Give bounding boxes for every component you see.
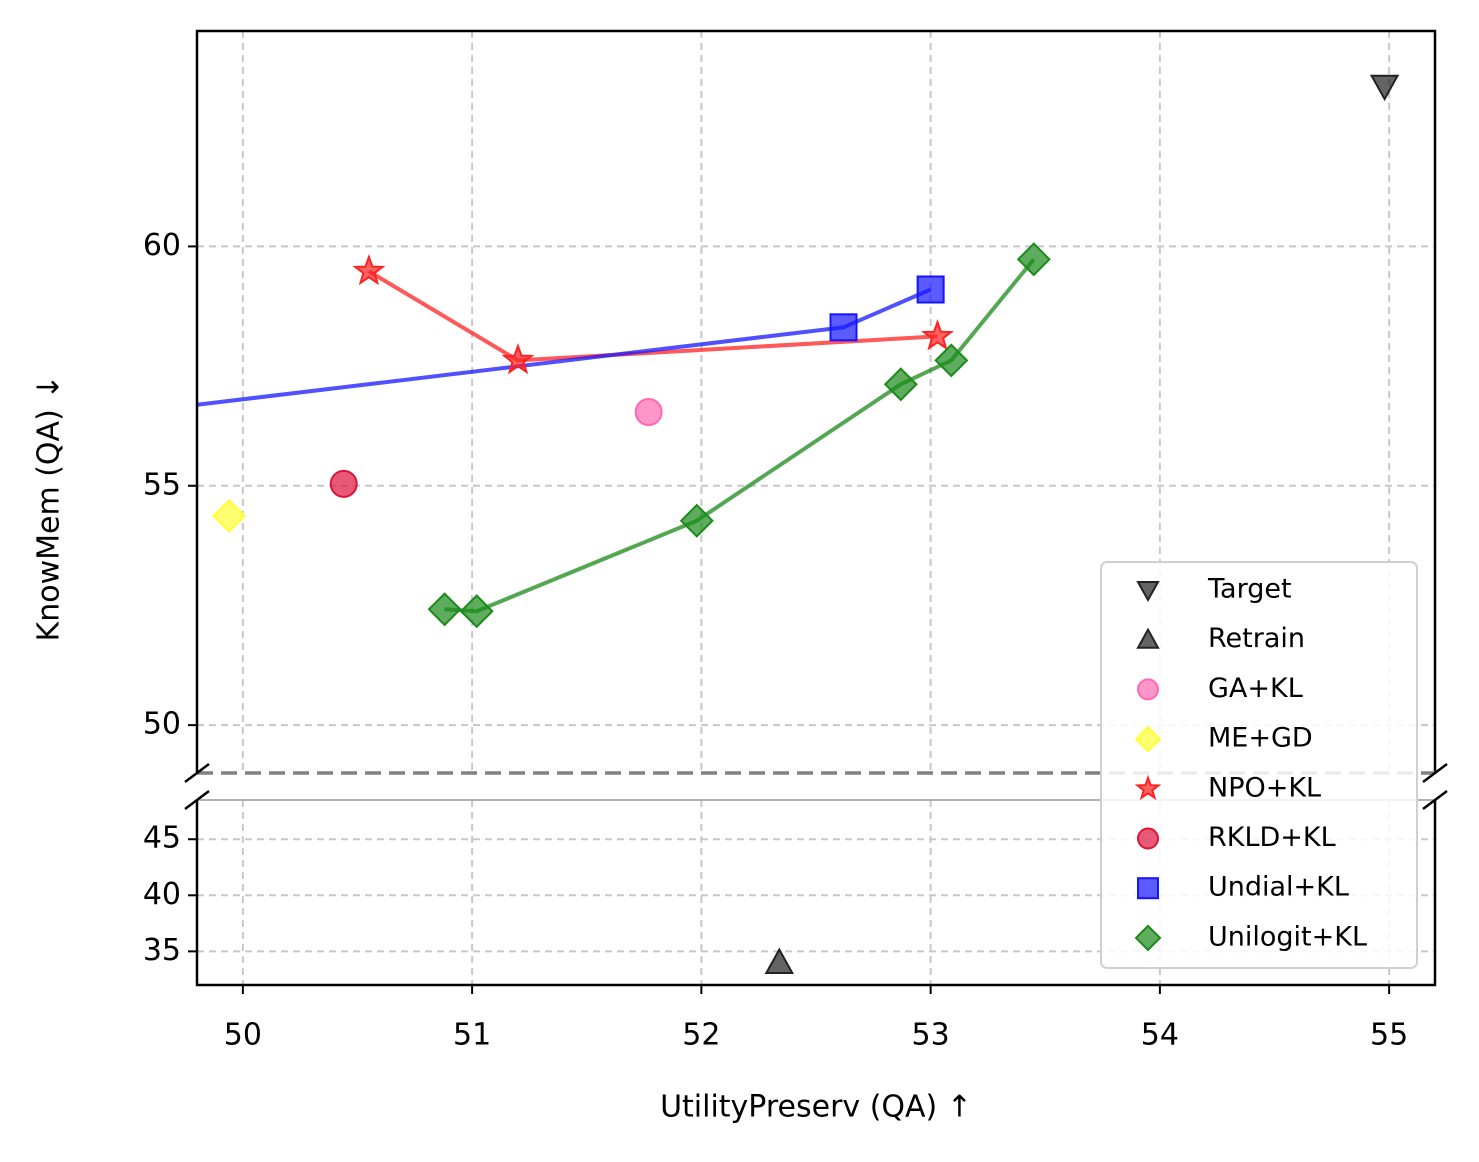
- x-tick-label: 55: [1370, 1018, 1408, 1053]
- point-group: [916, 275, 945, 304]
- point-group: [921, 319, 954, 351]
- x-tick-label: 51: [453, 1018, 491, 1053]
- point-group: [764, 947, 794, 974]
- legend-label: NPO+KL: [1208, 772, 1321, 803]
- legend-label: Undial+KL: [1208, 872, 1349, 903]
- point: [427, 592, 462, 627]
- point-group: [829, 313, 858, 342]
- legend-marker: [1137, 827, 1159, 850]
- series-line: [444, 258, 1036, 614]
- point-group: [212, 498, 247, 533]
- legend-label: GA+KL: [1208, 673, 1303, 704]
- point: [1016, 242, 1051, 277]
- point: [921, 319, 954, 351]
- point: [764, 947, 794, 974]
- break-marks: [184, 763, 1448, 810]
- point: [212, 498, 247, 533]
- point-group: [634, 398, 663, 427]
- x-tick-label: 52: [682, 1018, 720, 1053]
- legend-marker: [1136, 581, 1160, 603]
- legend-marker: [1134, 774, 1162, 801]
- point-group: [934, 343, 969, 378]
- point-group: [329, 469, 358, 498]
- point-group: [352, 254, 386, 286]
- y-tick-label: 40: [143, 877, 181, 912]
- point-group: [1016, 242, 1051, 277]
- y-axis-label: KnowMem (QA) ↓: [32, 375, 67, 642]
- point-group: [1369, 74, 1400, 102]
- frame: [195, 29, 1437, 987]
- y-tick-label: 60: [143, 228, 181, 263]
- point-group: [427, 592, 462, 627]
- legend-box: [1100, 561, 1418, 969]
- x-axis-label: UtilityPreserv (QA) ↑: [660, 1090, 972, 1125]
- point: [501, 343, 535, 375]
- point: [679, 503, 714, 538]
- point: [1369, 74, 1400, 102]
- point: [934, 343, 969, 378]
- legend-marker: [1134, 725, 1162, 753]
- point-group: [501, 343, 535, 375]
- x-tick-label: 53: [912, 1018, 950, 1053]
- legend-label: RKLD+KL: [1208, 822, 1336, 853]
- legend-marker: [1136, 627, 1160, 649]
- point: [329, 469, 358, 498]
- legend-label: Unilogit+KL: [1208, 921, 1367, 952]
- legend-label: ME+GD: [1208, 723, 1313, 754]
- point: [459, 594, 494, 629]
- point-group: [679, 503, 714, 538]
- point: [883, 367, 918, 402]
- point: [829, 313, 858, 342]
- point-group: [883, 367, 918, 402]
- point: [115, 400, 141, 426]
- y-tick-label: 35: [143, 933, 181, 968]
- point-group: [459, 594, 494, 629]
- point: [916, 275, 945, 304]
- point: [634, 398, 663, 427]
- legend-label: Retrain: [1208, 623, 1305, 654]
- legend-label: Target: [1207, 574, 1292, 605]
- legend-marker: [1134, 924, 1162, 952]
- y-tick-label: 55: [143, 467, 181, 502]
- x-tick-label: 50: [224, 1018, 262, 1053]
- y-tick-label: 45: [143, 821, 181, 856]
- legend-marker: [1137, 678, 1159, 701]
- x-tick-label: 54: [1141, 1018, 1179, 1053]
- series-line: [197, 287, 932, 407]
- y-tick-label: 50: [143, 707, 181, 742]
- legend-marker: [1137, 877, 1159, 900]
- point-group: [115, 400, 141, 426]
- point: [352, 254, 386, 286]
